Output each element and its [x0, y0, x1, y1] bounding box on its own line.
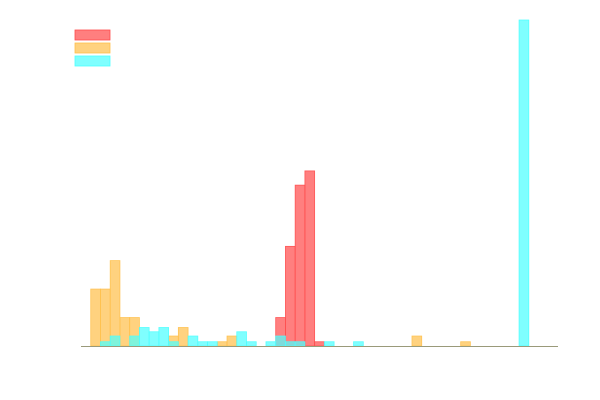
- bars-layer: [90, 19, 530, 347]
- series-3-bar: [236, 331, 247, 347]
- series-2-bar: [216, 341, 228, 347]
- series-3-bar: [129, 335, 140, 347]
- series-1-bar: [294, 184, 306, 347]
- series-3-bar: [197, 341, 208, 347]
- series-3-bar: [168, 341, 179, 347]
- series-1-bar: [314, 341, 325, 347]
- series-2-bar: [226, 335, 238, 347]
- series-2-bar: [100, 288, 111, 347]
- series-2-bar: [411, 335, 423, 347]
- series-3-bar: [207, 341, 218, 347]
- series-3-bar: [100, 341, 111, 347]
- series-1-bar: [285, 245, 296, 347]
- series-1-bar: [304, 170, 316, 347]
- series-3-bar: [323, 341, 335, 347]
- series-3-bar: [353, 341, 364, 347]
- series-3-bar: [294, 341, 306, 347]
- series-2-bar: [119, 317, 131, 347]
- series-3-bar: [285, 341, 296, 347]
- legend-swatch-series-3: [74, 55, 111, 67]
- series-2-bar: [109, 260, 121, 347]
- series-2-bar: [460, 341, 471, 347]
- series-2-bar: [90, 288, 101, 347]
- series-3-bar: [265, 341, 277, 347]
- legend: [74, 29, 111, 67]
- series-2-bar: [177, 327, 189, 347]
- legend-swatch-series-1: [74, 29, 111, 41]
- series-3-bar: [275, 335, 286, 347]
- series-3-bar: [518, 19, 530, 347]
- series-3-bar: [139, 327, 150, 347]
- series-3-bar: [148, 331, 160, 347]
- series-3-bar: [158, 327, 170, 347]
- series-3-bar: [109, 335, 121, 347]
- legend-swatch-series-2: [74, 42, 111, 54]
- series-3-bar: [246, 341, 257, 347]
- series-3-bar: [187, 335, 199, 347]
